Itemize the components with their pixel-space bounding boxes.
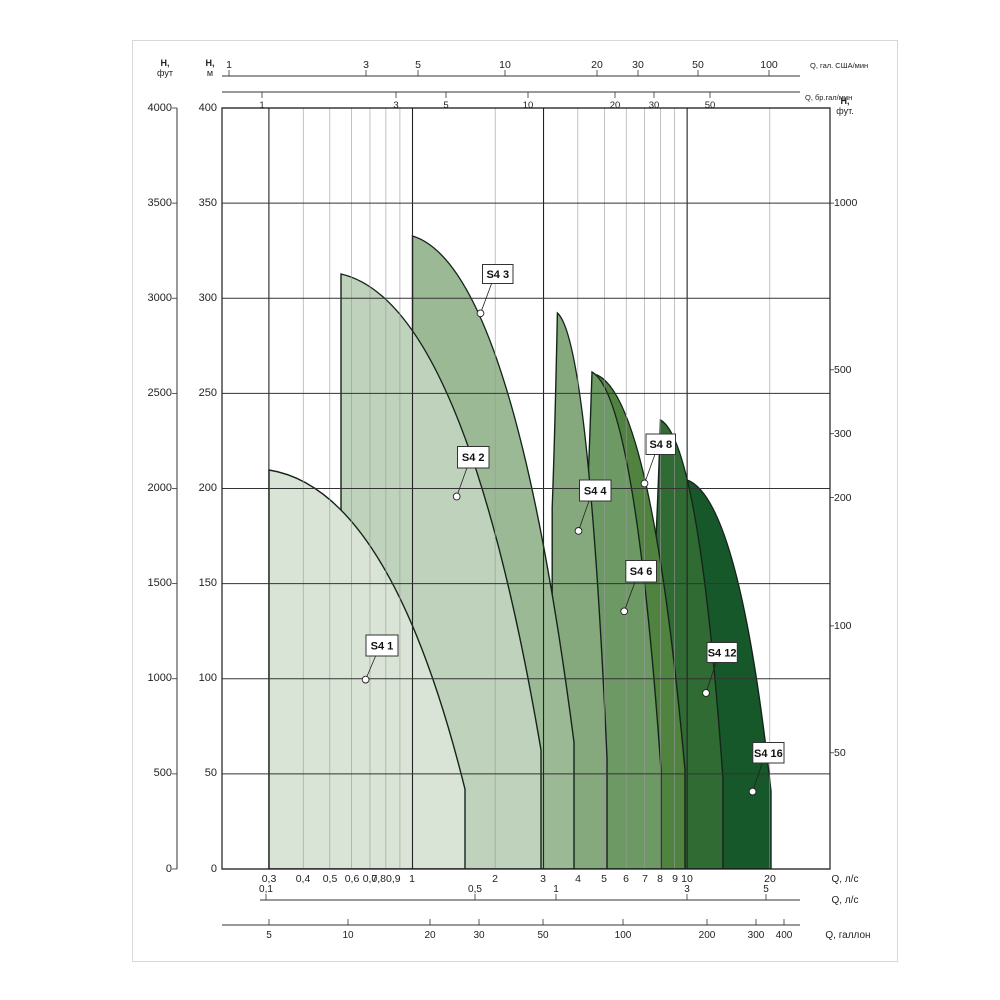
svg-text:50: 50 <box>205 767 217 779</box>
svg-text:3500: 3500 <box>148 197 172 209</box>
svg-text:3: 3 <box>393 100 398 111</box>
svg-text:150: 150 <box>199 577 217 589</box>
svg-text:6: 6 <box>623 873 629 885</box>
svg-text:1: 1 <box>259 100 264 111</box>
svg-text:фут: фут <box>157 68 173 78</box>
svg-text:10: 10 <box>499 59 511 71</box>
svg-text:4: 4 <box>575 873 581 885</box>
svg-text:5: 5 <box>266 930 272 941</box>
svg-text:300: 300 <box>748 930 765 941</box>
svg-text:400: 400 <box>776 930 793 941</box>
svg-text:S4 2: S4 2 <box>462 452 485 464</box>
svg-text:300: 300 <box>199 292 217 304</box>
svg-text:S4 16: S4 16 <box>754 748 783 760</box>
svg-text:1000: 1000 <box>834 197 858 209</box>
svg-text:4000: 4000 <box>148 102 172 114</box>
svg-text:Н,: Н, <box>206 58 215 68</box>
svg-text:1000: 1000 <box>148 672 172 684</box>
svg-text:200: 200 <box>699 930 716 941</box>
svg-text:10: 10 <box>523 100 534 111</box>
svg-text:7: 7 <box>642 873 648 885</box>
svg-text:5: 5 <box>763 884 769 895</box>
svg-text:50: 50 <box>537 930 549 941</box>
svg-text:30: 30 <box>632 59 644 71</box>
svg-text:3: 3 <box>684 884 690 895</box>
svg-text:2: 2 <box>492 873 498 885</box>
svg-text:100: 100 <box>834 620 852 632</box>
svg-text:S4 4: S4 4 <box>584 486 608 498</box>
svg-text:400: 400 <box>199 102 217 114</box>
svg-text:50: 50 <box>705 100 716 111</box>
svg-text:30: 30 <box>473 930 485 941</box>
svg-text:1500: 1500 <box>148 577 172 589</box>
svg-text:1: 1 <box>409 873 415 885</box>
svg-text:300: 300 <box>834 428 852 440</box>
svg-text:фут.: фут. <box>836 106 853 116</box>
svg-text:350: 350 <box>199 197 217 209</box>
svg-text:Q, л/с: Q, л/с <box>832 874 859 885</box>
svg-text:100: 100 <box>615 930 632 941</box>
svg-text:3000: 3000 <box>148 292 172 304</box>
svg-text:S4 1: S4 1 <box>371 641 394 653</box>
svg-text:0,1: 0,1 <box>259 884 273 895</box>
svg-text:S4 6: S4 6 <box>630 566 653 578</box>
svg-text:2000: 2000 <box>148 482 172 494</box>
svg-text:5: 5 <box>415 59 421 71</box>
svg-text:100: 100 <box>760 59 778 71</box>
svg-text:200: 200 <box>834 492 852 504</box>
svg-text:9: 9 <box>672 873 678 885</box>
svg-text:20: 20 <box>591 59 603 71</box>
svg-text:20: 20 <box>424 930 436 941</box>
svg-text:0: 0 <box>166 863 172 875</box>
svg-text:0,5: 0,5 <box>468 884 482 895</box>
svg-text:20: 20 <box>610 100 621 111</box>
svg-text:S4 12: S4 12 <box>708 648 737 660</box>
svg-text:2500: 2500 <box>148 387 172 399</box>
svg-text:5: 5 <box>601 873 607 885</box>
svg-text:0: 0 <box>211 863 217 875</box>
svg-text:Н,: Н, <box>161 58 170 68</box>
svg-text:Q, галлон: Q, галлон <box>825 930 870 941</box>
svg-text:500: 500 <box>834 364 852 376</box>
svg-text:3: 3 <box>540 873 546 885</box>
svg-text:50: 50 <box>692 59 704 71</box>
svg-text:0,4: 0,4 <box>296 873 311 885</box>
svg-text:500: 500 <box>154 767 172 779</box>
svg-text:50: 50 <box>834 747 846 759</box>
svg-text:30: 30 <box>649 100 660 111</box>
svg-text:0,80,9: 0,80,9 <box>371 873 400 885</box>
svg-text:3: 3 <box>363 59 369 71</box>
svg-text:Q, гал. США/мин: Q, гал. США/мин <box>810 61 868 70</box>
svg-text:0,6: 0,6 <box>345 873 360 885</box>
svg-text:S4 3: S4 3 <box>486 269 509 281</box>
svg-text:200: 200 <box>199 482 217 494</box>
svg-text:Н,: Н, <box>841 96 850 106</box>
svg-text:250: 250 <box>199 387 217 399</box>
svg-text:Q, л/с: Q, л/с <box>832 895 859 906</box>
svg-text:1: 1 <box>226 59 232 71</box>
svg-text:5: 5 <box>443 100 448 111</box>
svg-text:S4 8: S4 8 <box>649 439 672 451</box>
svg-text:м: м <box>207 68 213 78</box>
svg-text:100: 100 <box>199 672 217 684</box>
svg-text:8: 8 <box>657 873 663 885</box>
svg-text:1: 1 <box>553 884 559 895</box>
svg-text:10: 10 <box>342 930 354 941</box>
svg-text:0,5: 0,5 <box>323 873 338 885</box>
